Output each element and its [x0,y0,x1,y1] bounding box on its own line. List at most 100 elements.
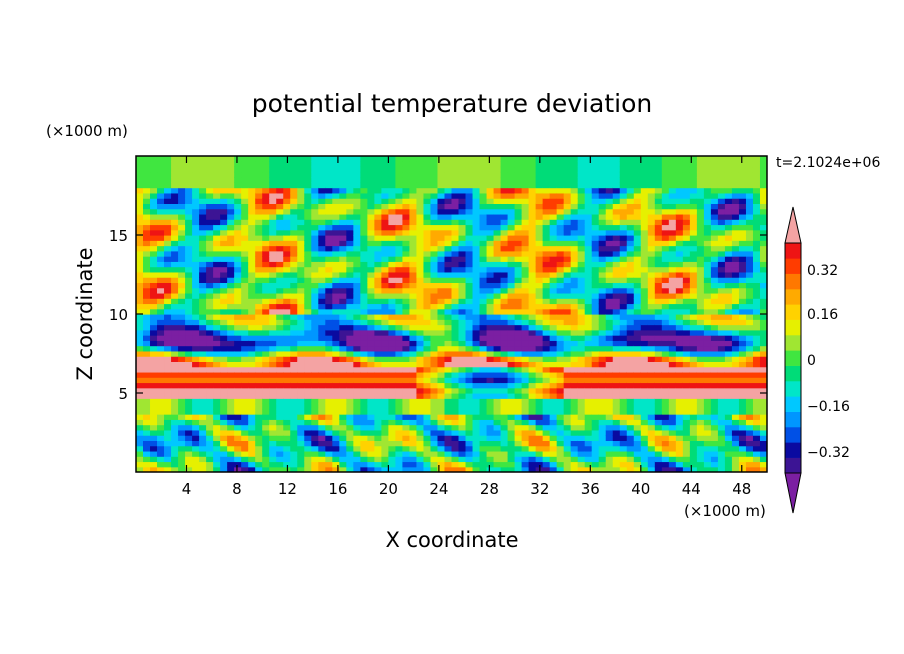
contour-cell [164,466,172,472]
contour-cell [451,261,460,268]
contour-cell [255,424,263,431]
contour-cell [570,187,579,194]
contour-cell [437,387,446,394]
contour-cell [241,319,249,326]
contour-cell [367,166,375,173]
contour-cell [346,156,354,162]
contour-cell [605,245,614,252]
contour-cell [353,424,361,431]
contour-cell [199,398,207,405]
contour-cell [430,192,439,199]
contour-cell [710,250,719,257]
contour-cell [157,377,165,384]
contour-cell [486,461,495,468]
contour-cell [185,192,193,199]
contour-cell [633,345,642,352]
contour-cell [374,208,382,215]
contour-cell [444,429,453,436]
contour-cell [703,398,712,405]
contour-cell [591,371,600,378]
contour-cell [297,213,305,220]
contour-cell [395,182,404,189]
contour-cell [297,303,305,310]
contour-cell [647,161,656,168]
contour-cell [297,203,305,210]
contour-cell [640,371,649,378]
contour-cell [556,161,565,168]
contour-cell [556,171,565,178]
contour-cell [199,224,207,231]
contour-cell [227,350,235,357]
contour-cell [150,324,158,331]
contour-cell [500,213,509,220]
contour-cell [577,403,586,410]
contour-cell [696,298,705,305]
contour-cell [675,414,684,420]
contour-cell [136,414,144,420]
contour-cell [318,266,326,273]
contour-cell [500,335,509,341]
contour-cell [542,256,551,262]
contour-cell [269,387,277,394]
contour-cell [234,287,242,294]
contour-cell [626,329,635,336]
contour-cell [136,261,144,268]
contour-cell [500,235,509,241]
contour-cell [339,445,347,452]
contour-cell [703,224,712,231]
contour-cell [675,198,684,204]
contour-cell [423,429,432,436]
contour-cell [689,182,698,189]
contour-cell [402,271,411,278]
contour-cell [269,277,277,283]
contour-cell [311,319,319,326]
contour-cell [458,456,467,463]
contour-cell [661,324,670,331]
contour-cell [591,182,600,189]
contour-cell [227,171,235,178]
contour-cell [458,298,467,305]
contour-cell [409,224,418,231]
contour-cell [528,361,537,368]
contour-cell [402,256,411,262]
contour-cell [185,324,193,331]
contour-cell [507,419,516,426]
contour-cell [213,419,221,426]
contour-cell [185,156,193,162]
contour-cell [584,166,593,173]
contour-cell [437,456,446,463]
contour-cell [423,340,432,347]
contour-cell [255,366,263,373]
contour-cell [332,187,340,194]
contour-cell [227,292,235,299]
contour-cell [150,292,158,299]
contour-cell [325,371,333,378]
contour-cell [661,245,670,252]
contour-cell [325,266,333,273]
contour-cell [360,456,368,463]
contour-cell [367,466,375,472]
contour-cell [178,250,186,257]
contour-cell [535,366,544,373]
contour-cell [549,329,558,336]
contour-cell [213,261,221,268]
contour-cell [395,466,404,472]
contour-cell [437,403,446,410]
contour-cell [451,371,460,378]
contour-cell [451,340,460,347]
contour-cell [703,271,712,278]
contour-cell [416,403,425,410]
contour-cell [675,377,684,384]
contour-cell [381,403,389,410]
contour-cell [717,461,726,468]
contour-cell [234,371,242,378]
contour-cell [542,292,551,299]
contour-cell [654,456,663,463]
contour-cell [619,398,628,405]
contour-cell [339,198,347,204]
contour-cell [444,182,453,189]
contour-cell [612,371,621,378]
contour-cell [619,445,628,452]
contour-cell [472,277,481,283]
contour-cell [178,161,186,168]
